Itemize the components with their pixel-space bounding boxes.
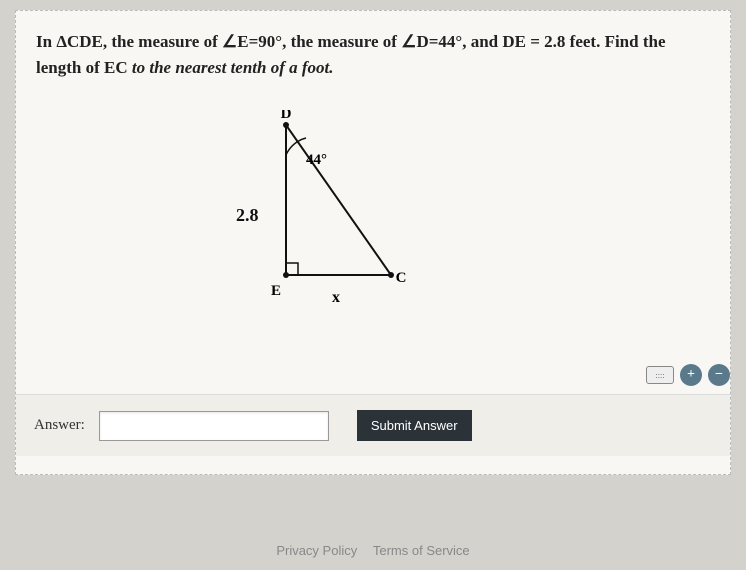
submit-button[interactable]: Submit Answer [357, 410, 472, 441]
answer-input[interactable] [99, 411, 329, 441]
angle-d-label: 44° [306, 152, 327, 168]
keyboard-icon[interactable]: :::: [646, 366, 674, 384]
vertex-d-label: D [281, 110, 292, 122]
vertex-e-label: E [271, 283, 281, 299]
vertex-c-label: C [396, 270, 407, 286]
answer-row: Answer: Submit Answer [16, 394, 730, 456]
question-text: In ΔCDE, the measure of ∠E=90°, the meas… [36, 29, 710, 80]
diagram-area: 2.8 D E C 44° x [36, 110, 710, 340]
terms-link[interactable]: Terms of Service [373, 543, 470, 558]
side-ec-label: x [332, 289, 340, 306]
zoom-in-button[interactable]: + [680, 364, 702, 386]
answer-label: Answer: [34, 417, 85, 434]
problem-card: In ΔCDE, the measure of ∠E=90°, the meas… [15, 10, 731, 475]
right-controls: :::: + − [646, 364, 730, 386]
zoom-out-button[interactable]: − [708, 364, 730, 386]
triangle-diagram: D E C 44° x [236, 110, 436, 330]
privacy-link[interactable]: Privacy Policy [276, 543, 357, 558]
footer-links: Privacy Policy Terms of Service [0, 543, 746, 558]
